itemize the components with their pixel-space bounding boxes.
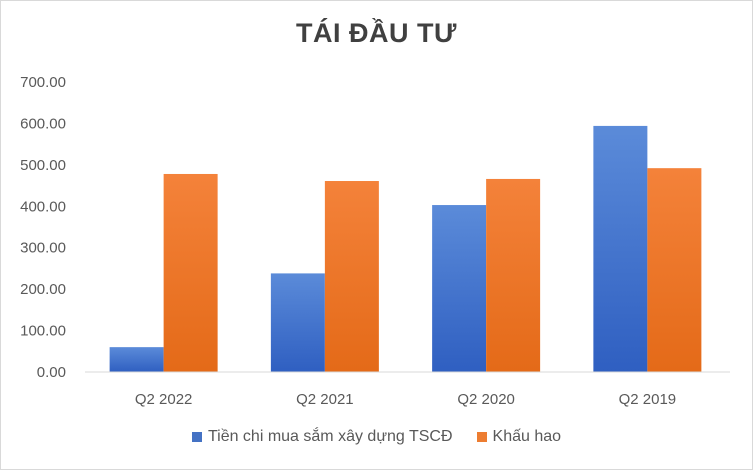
bar-series-2-q2-2019: [647, 168, 702, 372]
bar-series-1-q2-2021: [270, 273, 325, 372]
bar-series-2-q2-2021: [324, 181, 379, 372]
bar-series-1-q2-2019: [593, 125, 648, 373]
bars-group: [109, 125, 702, 373]
y-tick-label: 600.00: [20, 115, 66, 132]
legend-label-series-1: Tiền chi mua sắm xây dựng TSCĐ: [207, 428, 453, 445]
x-axis: Q2 2022 Q2 2021 Q2 2020 Q2 2019: [135, 391, 676, 408]
x-tick-label: Q2 2022: [135, 391, 193, 408]
legend: Tiền chi mua sắm xây dựng TSCĐ Khấu hao: [0, 428, 753, 446]
x-tick-label: Q2 2019: [619, 391, 677, 408]
y-tick-label: 300.00: [20, 240, 66, 257]
y-tick-label: 400.00: [20, 198, 66, 215]
y-tick-label: 500.00: [20, 157, 66, 174]
legend-swatch-series-1: [191, 432, 202, 442]
y-tick-label: 700.00: [20, 74, 66, 91]
chart-title: TÁI ĐẦU TƯ: [296, 18, 457, 48]
legend-swatch-series-2: [476, 432, 487, 442]
legend-label-series-2: Khấu hao: [492, 428, 562, 445]
bar-series-1-q2-2022: [109, 347, 164, 372]
legend-item-series-2: Khấu hao: [476, 428, 562, 446]
bar-series-2-q2-2020: [486, 178, 541, 372]
x-tick-label: Q2 2021: [296, 391, 354, 408]
x-tick-label: Q2 2020: [457, 391, 515, 408]
bar-series-1-q2-2020: [432, 205, 487, 372]
y-tick-label: 100.00: [20, 323, 66, 340]
y-axis: 0.00 100.00 200.00 300.00 400.00 500.00 600.00…: [20, 74, 66, 381]
legend-item-series-1: Tiền chi mua sắm xây dựng TSCĐ: [191, 428, 453, 446]
y-tick-label: 0.00: [37, 364, 66, 381]
y-tick-label: 200.00: [20, 281, 66, 298]
bar-series-2-q2-2022: [163, 173, 218, 372]
